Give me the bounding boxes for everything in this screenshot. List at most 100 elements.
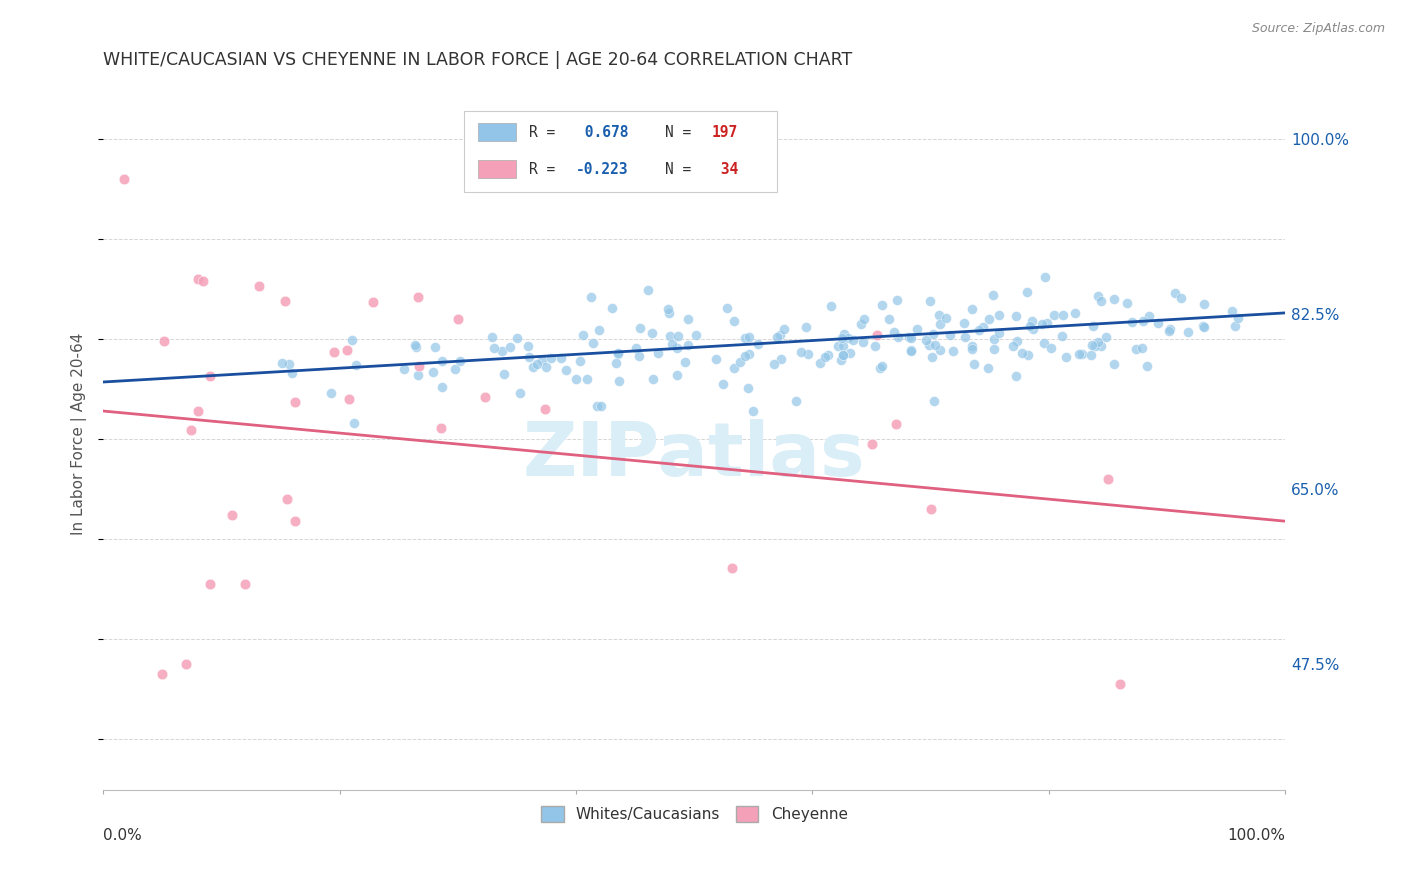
Point	[832, 349, 855, 363]
Point	[1097, 472, 1119, 486]
Point	[837, 331, 859, 345]
Point	[200, 369, 222, 384]
Point	[492, 368, 515, 382]
Point	[276, 492, 298, 507]
Point	[900, 331, 922, 345]
Point	[863, 339, 886, 353]
Text: 100.0%: 100.0%	[1227, 828, 1285, 843]
Point	[942, 344, 965, 359]
Point	[666, 341, 689, 355]
Point	[831, 339, 853, 353]
Point	[887, 330, 910, 344]
Point	[343, 416, 366, 430]
Point	[430, 380, 453, 394]
Point	[363, 295, 385, 310]
Point	[522, 360, 544, 375]
Point	[482, 341, 505, 355]
Point	[449, 354, 471, 368]
Point	[1081, 338, 1104, 352]
Point	[337, 392, 360, 406]
Point	[711, 376, 734, 391]
Point	[790, 344, 813, 359]
Point	[474, 390, 496, 404]
Point	[607, 347, 630, 361]
Point	[678, 337, 700, 351]
Point	[509, 386, 531, 401]
Point	[794, 319, 817, 334]
Point	[423, 340, 446, 354]
Point	[765, 330, 787, 344]
Point	[1146, 316, 1168, 330]
Point	[676, 312, 699, 326]
Point	[1170, 291, 1192, 305]
Point	[907, 322, 929, 336]
Point	[1033, 270, 1056, 285]
Point	[1067, 347, 1090, 361]
Point	[983, 342, 1005, 356]
Point	[924, 338, 946, 352]
Point	[666, 329, 689, 343]
Point	[271, 356, 294, 370]
Point	[1005, 334, 1028, 349]
Point	[915, 333, 938, 347]
Point	[870, 359, 893, 373]
Point	[582, 336, 605, 351]
Point	[579, 290, 602, 304]
Point	[564, 372, 586, 386]
Point	[1071, 347, 1094, 361]
Point	[967, 323, 990, 337]
Point	[1192, 318, 1215, 333]
Point	[247, 278, 270, 293]
Point	[935, 311, 957, 326]
Point	[817, 348, 839, 362]
Point	[534, 402, 557, 417]
Point	[274, 294, 297, 309]
Point	[517, 351, 540, 365]
Point	[1194, 319, 1216, 334]
Point	[499, 340, 522, 354]
Point	[284, 395, 307, 409]
Point	[153, 334, 176, 348]
Point	[831, 331, 853, 345]
FancyBboxPatch shape	[464, 111, 778, 193]
Point	[952, 317, 974, 331]
Point	[827, 339, 849, 353]
Point	[1001, 338, 1024, 352]
Point	[1017, 347, 1039, 361]
Text: WHITE/CAUCASIAN VS CHEYENNE IN LABOR FORCE | AGE 20-64 CORRELATION CHART: WHITE/CAUCASIAN VS CHEYENNE IN LABOR FOR…	[103, 51, 852, 69]
Point	[1018, 318, 1040, 333]
Point	[1177, 325, 1199, 339]
Point	[928, 343, 950, 357]
Point	[1137, 309, 1160, 323]
Point	[960, 339, 983, 353]
Point	[340, 334, 363, 348]
Point	[658, 306, 681, 320]
Point	[661, 337, 683, 351]
Point	[666, 368, 689, 382]
Point	[550, 351, 572, 365]
Point	[820, 299, 842, 313]
Text: 0.0%: 0.0%	[103, 828, 142, 843]
Point	[741, 403, 763, 417]
Point	[505, 331, 527, 345]
Point	[591, 399, 613, 413]
Y-axis label: In Labor Force | Age 20-64: In Labor Force | Age 20-64	[72, 333, 87, 535]
Point	[883, 325, 905, 339]
Point	[1157, 324, 1180, 338]
Point	[851, 317, 873, 331]
Point	[960, 342, 983, 356]
Point	[721, 560, 744, 574]
Point	[284, 515, 307, 529]
Point	[928, 308, 950, 322]
Point	[1064, 306, 1087, 320]
Point	[1121, 316, 1143, 330]
Point	[737, 381, 759, 395]
Point	[963, 357, 986, 371]
Point	[1021, 314, 1043, 328]
Point	[481, 330, 503, 344]
Point	[628, 320, 651, 334]
Point	[624, 341, 647, 355]
Point	[1005, 369, 1028, 384]
Point	[406, 290, 429, 304]
Text: -0.223: -0.223	[576, 162, 628, 178]
